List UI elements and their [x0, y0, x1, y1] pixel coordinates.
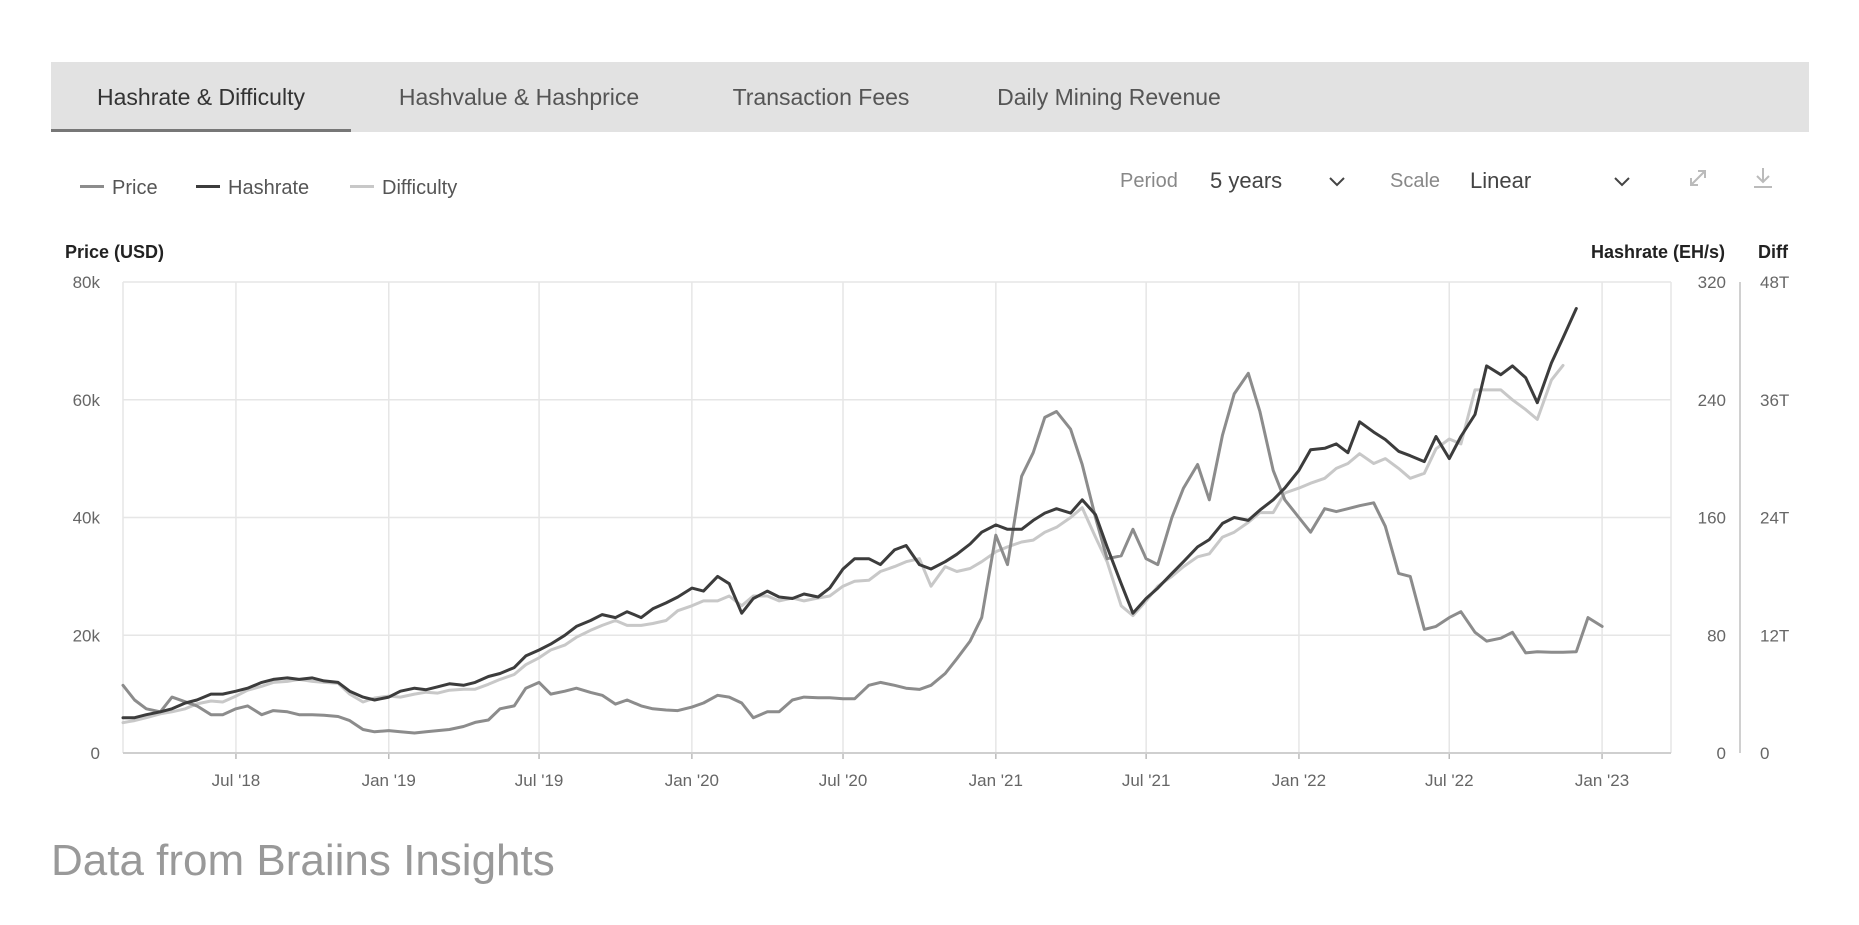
x-tick-label: Jul '21 [1122, 771, 1171, 790]
hashrate-difficulty-chart: Price (USD) Hashrate (EH/s) Diff 0 0 0 20k 8… [65, 242, 1790, 790]
expand-icon[interactable] [1683, 163, 1713, 193]
hashrate-line [121, 307, 1578, 720]
y-axis-label-hashrate: Hashrate (EH/s) [1591, 242, 1725, 262]
y-tick-label-price: 60k [73, 391, 101, 410]
legend-swatch-hashrate [196, 185, 220, 189]
y-tick-label-hashrate: 320 [1698, 273, 1726, 292]
tab-daily-mining-revenue[interactable]: Daily Mining Revenue [997, 84, 1221, 110]
tab-bar: Hashrate & Difficulty Hashvalue & Hashpr… [51, 62, 1809, 132]
x-tick-label: Jan '22 [1272, 771, 1326, 790]
legend-label-price: Price [112, 177, 158, 199]
source-caption: Data from Braiins Insights [51, 836, 555, 885]
y-tick-label-difficulty: 24T [1760, 509, 1789, 528]
legend-item-hashrate[interactable]: Hashrate [196, 176, 309, 200]
x-tick-label: Jan '21 [969, 771, 1023, 790]
y-tick-label-price: 0 [91, 744, 100, 763]
download-icon[interactable] [1748, 163, 1778, 193]
chart-ticks: 0 0 0 20k 80 12T 40k 160 24T 60k 240 36T 80k 320 48T Ju… [73, 273, 1790, 790]
y-axis-label-price: Price (USD) [65, 242, 164, 262]
x-tick-label: Jul '18 [212, 771, 261, 790]
y-tick-label-difficulty: 0 [1760, 744, 1769, 763]
chart-grid [122, 281, 1672, 754]
x-tick-label: Jan '20 [665, 771, 719, 790]
y-tick-label-difficulty: 48T [1760, 273, 1789, 292]
y-tick-label-price: 80k [73, 273, 101, 292]
y-axis-label-difficulty: Diff [1758, 242, 1789, 262]
scale-label: Scale [1390, 170, 1441, 192]
period-select[interactable]: 5 years [1210, 168, 1283, 193]
x-tick-label: Jul '20 [819, 771, 868, 790]
scale-select[interactable]: Linear [1470, 168, 1532, 193]
y-tick-label-hashrate: 80 [1707, 626, 1726, 645]
x-tick-label: Jul '22 [1425, 771, 1474, 790]
difficulty-line [121, 363, 1565, 725]
chart-series [121, 307, 1604, 735]
legend-label-hashrate: Hashrate [228, 177, 310, 199]
legend-swatch-price [80, 185, 104, 189]
x-tick-label: Jan '19 [362, 771, 416, 790]
y-tick-label-hashrate: 240 [1698, 391, 1726, 410]
tab-transaction-fees[interactable]: Transaction Fees [732, 84, 910, 110]
y-tick-label-hashrate: 160 [1698, 509, 1726, 528]
chevron-down-icon[interactable] [1325, 166, 1349, 196]
y-tick-label-difficulty: 12T [1760, 626, 1789, 645]
chevron-down-icon[interactable] [1610, 166, 1634, 196]
tab-hashrate-difficulty[interactable]: Hashrate & Difficulty [51, 62, 351, 132]
legend-item-difficulty[interactable]: Difficulty [350, 176, 457, 200]
x-tick-label: Jan '23 [1575, 771, 1629, 790]
legend-item-price[interactable]: Price [80, 176, 158, 200]
y-tick-label-difficulty: 36T [1760, 391, 1789, 410]
y-tick-label-price: 20k [73, 626, 101, 645]
x-tick-label: Jul '19 [515, 771, 564, 790]
price-line [121, 371, 1604, 735]
chart-axes [123, 282, 1741, 759]
legend-swatch-difficulty [350, 185, 374, 189]
period-label: Period [1120, 170, 1178, 192]
y-tick-label-price: 40k [73, 509, 101, 528]
legend-label-difficulty: Difficulty [382, 177, 458, 199]
tab-hashvalue-hashprice[interactable]: Hashvalue & Hashprice [398, 84, 640, 110]
y-tick-label-hashrate: 0 [1717, 744, 1726, 763]
